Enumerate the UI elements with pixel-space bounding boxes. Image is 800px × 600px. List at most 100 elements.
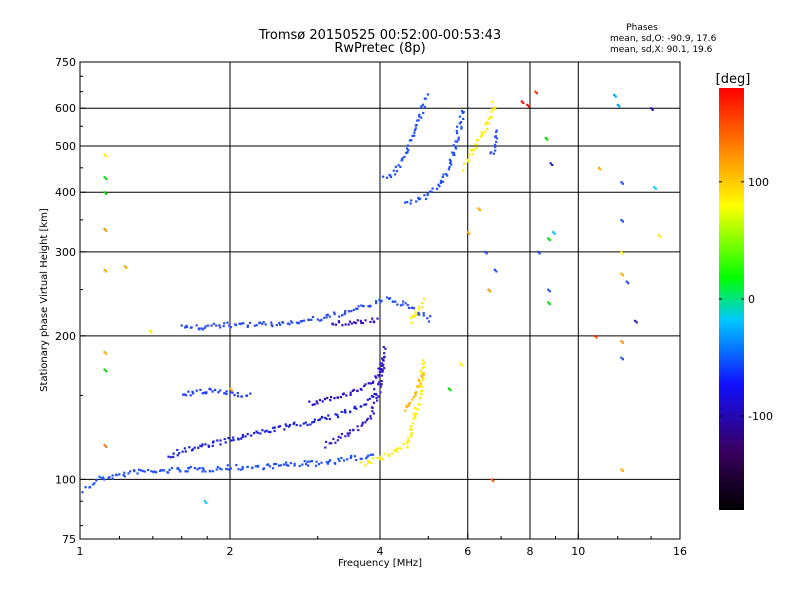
data-point — [105, 445, 108, 448]
data-point — [360, 405, 363, 408]
data-point — [378, 375, 381, 378]
data-point — [108, 476, 111, 479]
data-point — [189, 326, 192, 329]
data-point — [620, 468, 623, 471]
data-point — [408, 404, 411, 407]
data-point — [460, 121, 463, 124]
data-point — [328, 442, 331, 445]
data-point — [492, 152, 495, 155]
data-point — [223, 392, 226, 395]
data-point — [200, 327, 203, 330]
data-point — [490, 151, 493, 154]
data-point — [88, 486, 92, 489]
data-point — [228, 324, 231, 327]
data-point — [548, 238, 551, 242]
data-point — [241, 435, 244, 439]
data-point — [413, 131, 416, 134]
data-point — [487, 118, 490, 121]
data-point — [481, 132, 484, 135]
data-point — [199, 444, 202, 447]
data-point — [303, 319, 306, 322]
data-point — [551, 163, 554, 166]
data-point — [364, 383, 367, 386]
data-point — [334, 323, 338, 326]
data-point — [299, 424, 302, 427]
data-point — [329, 459, 332, 462]
y-tick-label: 750 — [55, 56, 76, 69]
data-point — [401, 157, 404, 160]
data-point — [380, 299, 383, 302]
data-point — [414, 127, 417, 130]
x-ticks: 1 2 4 6 8 10 16 — [77, 533, 687, 558]
data-point — [232, 436, 235, 439]
data-point — [286, 322, 289, 325]
x-tick-label: 16 — [673, 545, 687, 558]
data-point — [320, 461, 323, 464]
data-point — [460, 110, 464, 113]
x-tick-label: 8 — [527, 545, 534, 558]
data-point — [330, 442, 333, 445]
data-point — [196, 468, 199, 471]
data-point — [420, 367, 424, 370]
data-point — [462, 117, 465, 120]
data-point — [272, 426, 275, 430]
data-point — [405, 404, 408, 407]
data-point — [256, 464, 260, 467]
data-point — [220, 468, 223, 471]
data-point — [620, 250, 623, 253]
data-point — [339, 396, 342, 399]
data-point — [367, 454, 370, 457]
data-point — [348, 429, 352, 432]
data-point — [360, 304, 363, 307]
data-point — [380, 362, 383, 365]
data-point — [277, 464, 281, 467]
data-point — [364, 464, 367, 467]
data-point — [332, 437, 335, 441]
data-point — [487, 122, 490, 125]
data-point — [409, 401, 412, 404]
data-point — [222, 325, 225, 328]
y-ticks: 75 100 200 300 400 500 600 750 — [55, 56, 86, 546]
data-point — [333, 313, 336, 316]
data-point — [410, 306, 413, 309]
data-point — [372, 395, 375, 398]
data-point — [597, 166, 601, 169]
data-point — [95, 479, 98, 482]
data-point — [181, 450, 184, 453]
data-point — [420, 306, 423, 309]
data-point — [232, 439, 235, 442]
data-point — [366, 398, 369, 401]
data-point — [226, 464, 229, 467]
data-point — [197, 446, 200, 449]
data-point — [402, 442, 405, 445]
data-point — [227, 468, 230, 471]
data-point — [454, 146, 457, 149]
data-point — [460, 125, 463, 128]
data-point — [282, 463, 285, 466]
chart-subtitle: RwPretec (8p) — [334, 41, 425, 56]
data-point — [621, 252, 624, 255]
data-point — [184, 394, 188, 397]
data-point — [548, 302, 551, 306]
data-point — [211, 390, 214, 393]
data-point — [370, 461, 373, 464]
data-point — [118, 473, 121, 476]
data-point — [417, 313, 420, 316]
data-point — [484, 250, 487, 253]
data-point — [255, 430, 258, 433]
data-point — [103, 351, 106, 354]
data-point — [143, 470, 146, 473]
data-point — [344, 435, 347, 438]
data-point — [409, 202, 412, 205]
data-point — [216, 439, 219, 442]
data-point — [373, 388, 376, 391]
data-point — [348, 432, 351, 435]
data-point — [223, 437, 226, 441]
data-point — [240, 468, 243, 471]
data-point — [401, 158, 404, 161]
data-point — [102, 476, 105, 479]
data-point — [538, 252, 541, 255]
data-point — [404, 201, 407, 204]
data-point — [347, 310, 351, 313]
data-point — [452, 153, 455, 156]
